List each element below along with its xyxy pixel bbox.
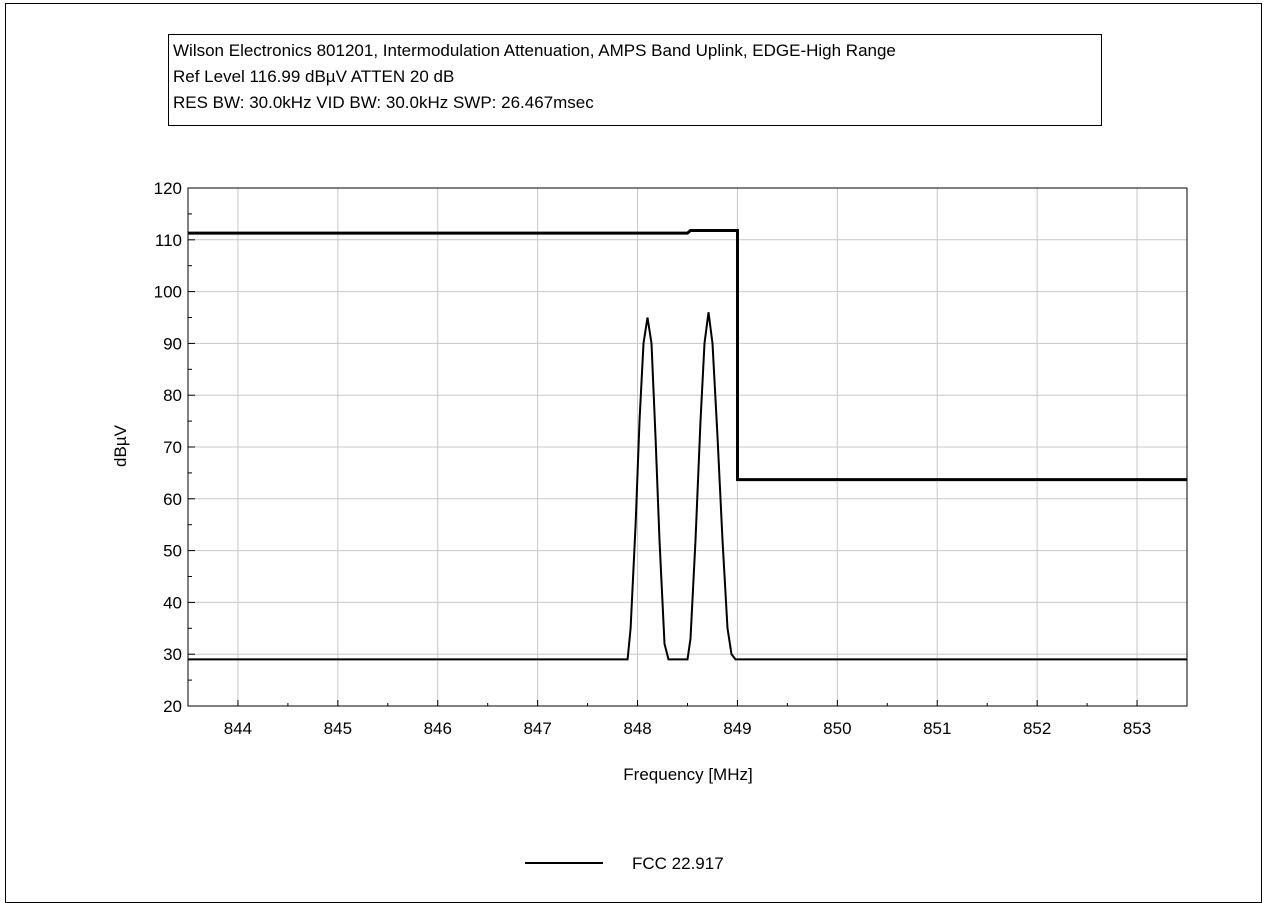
info-line-ref-level: Ref Level 116.99 dBµV ATTEN 20 dB xyxy=(173,67,455,86)
series-line-spectrum-trace xyxy=(188,312,1187,661)
y-tick-label: 30 xyxy=(163,645,182,664)
measurement-info-box: Wilson Electronics 801201, Intermodulati… xyxy=(168,34,1102,126)
x-tick-label: 848 xyxy=(623,719,651,738)
x-axis-title: Frequency [MHz] xyxy=(623,765,752,784)
info-line-bandwidth: RES BW: 30.0kHz VID BW: 30.0kHz SWP: 26.… xyxy=(173,93,594,112)
axis-labels: Frequency [MHz] dBµV xyxy=(111,424,753,784)
x-tick-label: 851 xyxy=(923,719,951,738)
x-tick-label: 845 xyxy=(324,719,352,738)
y-tick-label: 60 xyxy=(163,490,182,509)
x-tick-label: 849 xyxy=(723,719,751,738)
grid-lines xyxy=(188,187,1187,707)
y-tick-label: 40 xyxy=(163,593,182,612)
y-tick-label: 70 xyxy=(163,438,182,457)
x-tick-label: 846 xyxy=(424,719,452,738)
y-tick-label: 50 xyxy=(163,542,182,561)
y-tick-label: 20 xyxy=(163,697,182,716)
y-tick-label: 100 xyxy=(154,283,182,302)
x-tick-label: 850 xyxy=(823,719,851,738)
series-line-fcc-limit xyxy=(188,229,1187,482)
axes: 844 845 846 847 848 849 850 851 852 853 20 30 40 50 60… xyxy=(154,179,1188,738)
legend: FCC 22.917 xyxy=(525,854,724,873)
y-tick-label: 90 xyxy=(163,334,182,353)
series-layer xyxy=(188,229,1187,661)
x-tick-label: 852 xyxy=(1023,719,1051,738)
x-tick-label: 844 xyxy=(224,719,252,738)
info-line-title: Wilson Electronics 801201, Intermodulati… xyxy=(173,41,896,60)
y-axis-title: dBµV xyxy=(111,424,130,467)
x-tick-label: 847 xyxy=(523,719,551,738)
y-tick-label: 120 xyxy=(154,179,182,198)
y-tick-label: 110 xyxy=(155,231,182,250)
x-tick-label: 853 xyxy=(1123,719,1151,738)
y-tick-label: 80 xyxy=(163,386,182,405)
legend-label: FCC 22.917 xyxy=(632,854,724,873)
